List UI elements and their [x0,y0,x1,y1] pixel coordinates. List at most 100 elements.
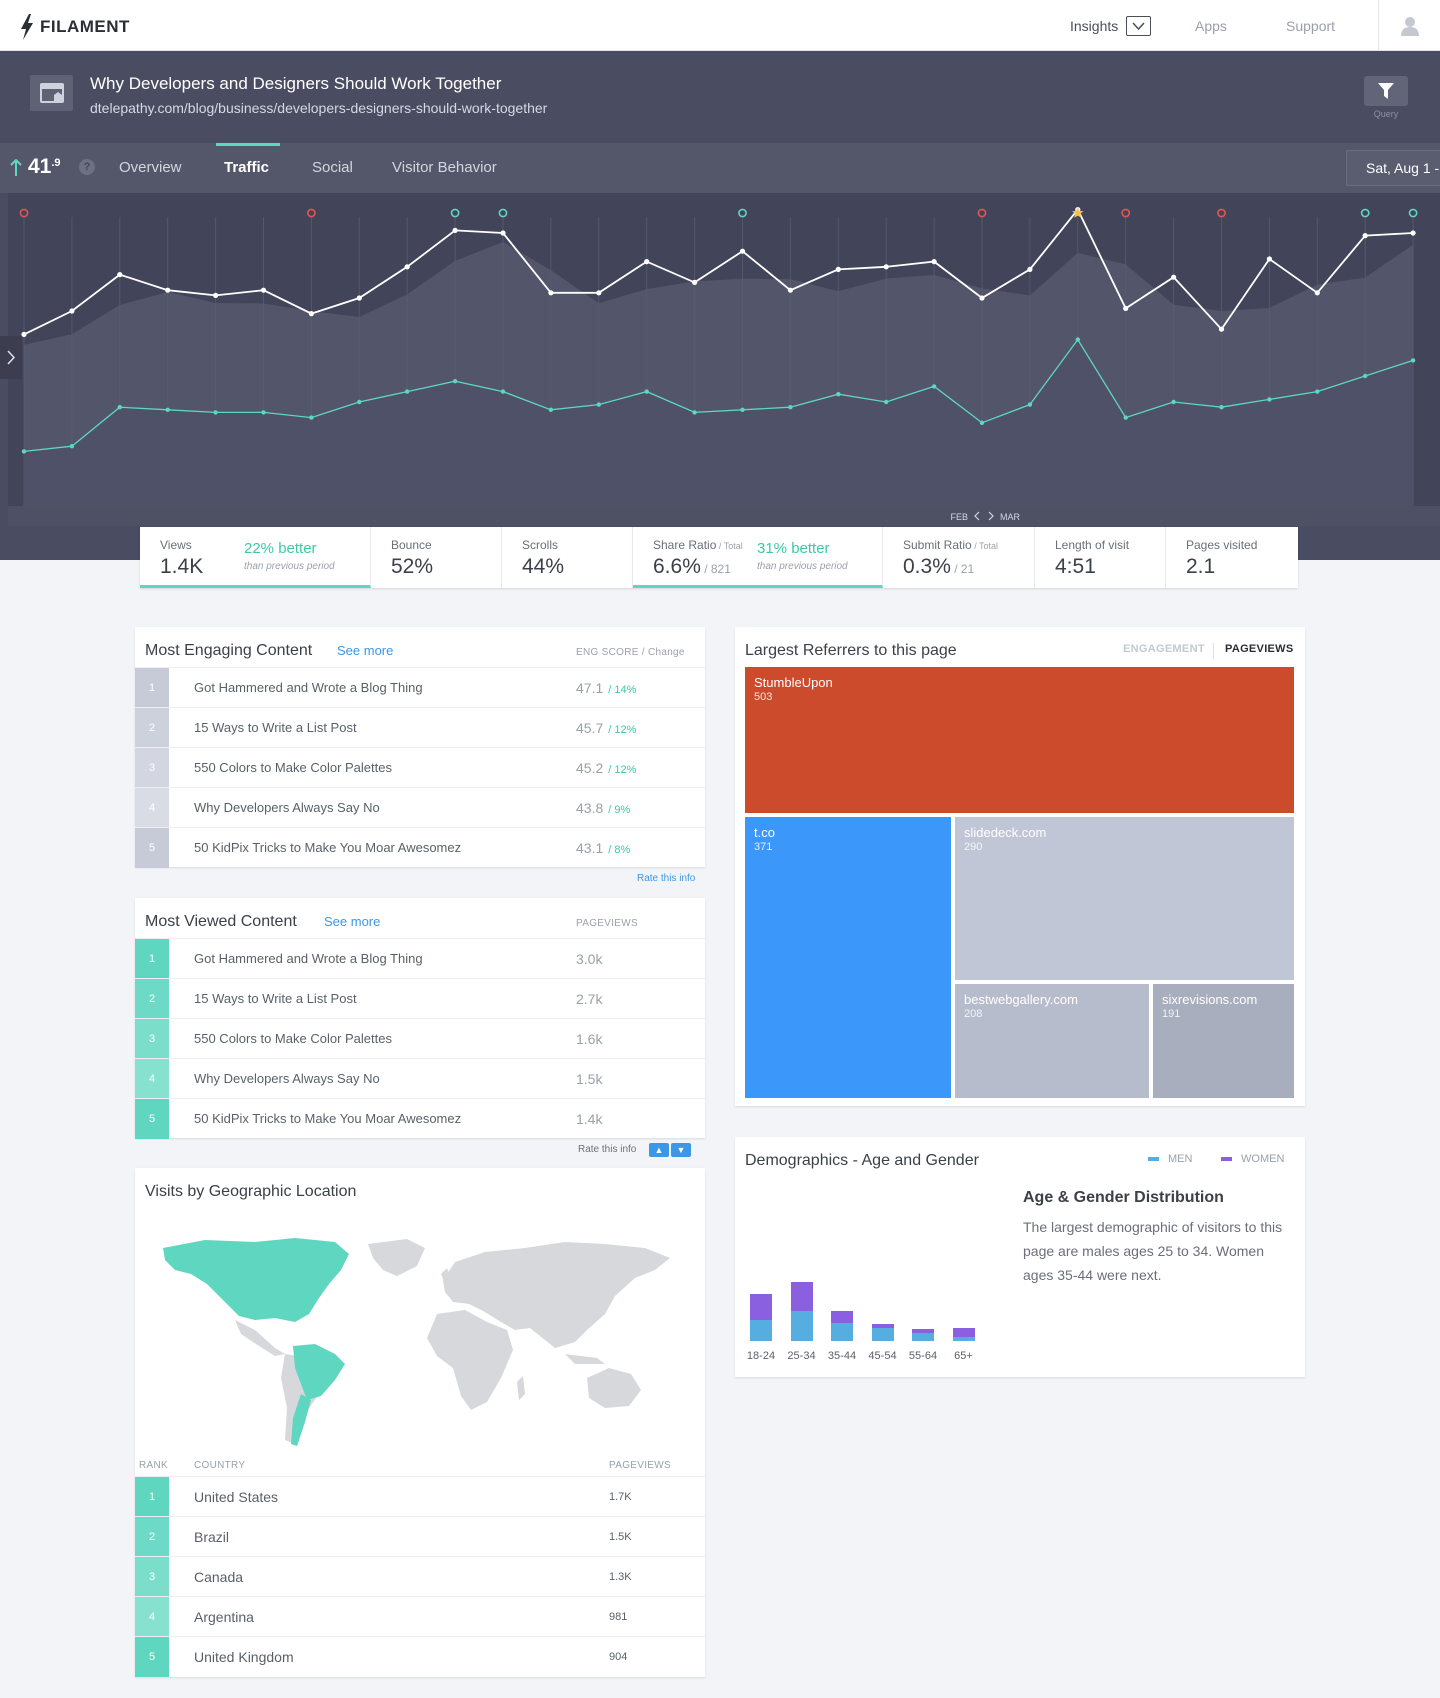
help-icon[interactable]: ? [79,159,95,175]
age-bar-women[interactable] [750,1293,772,1320]
chevron-down-icon[interactable] [1126,15,1152,36]
referrers-title: Largest Referrers to this page [745,642,957,659]
tab-overview[interactable]: Overview [119,159,182,176]
age-bar-men[interactable] [831,1322,853,1341]
age-bar-women[interactable] [831,1310,853,1323]
geo-row[interactable]: 4 Argentina 981 [135,1596,705,1637]
stat-length-of-visit[interactable]: Length of visit 4:51 [1035,527,1166,588]
row-title[interactable]: 15 Ways to Write a List Post [194,991,357,1006]
row-title[interactable]: 550 Colors to Make Color Palettes [194,760,392,775]
viewed-row[interactable]: 1 Got Hammered and Wrote a Blog Thing 3.0k [135,938,705,979]
stat-submit-ratio[interactable]: Submit Ratio / Total 0.3% / 21 [883,527,1035,588]
engaging-row[interactable]: 5 50 KidPix Tricks to Make You Moar Aweso… [135,827,705,870]
age-bar-women[interactable] [790,1281,813,1312]
nav-apps[interactable]: Apps [1195,17,1227,34]
expand-sidebar-button[interactable] [0,336,22,379]
engagement-point [1363,373,1368,379]
engaging-row[interactable]: 2 15 Ways to Write a List Post 45.7 / 12% [135,707,705,748]
stat-views-value: 1.4K [160,555,204,578]
date-range-picker[interactable]: Sat, Aug 1 - [1346,150,1440,186]
logo[interactable]: FILAMENT [20,14,130,40]
stat-submit-label-total: / Total [971,541,999,551]
brazil-shape [293,1344,345,1400]
row-views: 1.4k [576,1111,603,1127]
page-header: Why Developers and Designers Should Work… [0,51,1440,143]
engaging-rate-link[interactable]: Rate this info [637,873,696,884]
viewed-row[interactable]: 3 550 Colors to Make Color Palettes 1.6k [135,1018,705,1059]
engaging-row[interactable]: 4 Why Developers Always Say No 43.8 / 9% [135,787,705,830]
row-rank: 4 [135,788,169,828]
referrer-tile-stumbleupon[interactable]: StumbleUpon 503 [745,667,1294,813]
legend-men-label: MEN [1168,1153,1193,1165]
geo-row[interactable]: 1 United States 1.7K [135,1476,705,1517]
row-country: United States [194,1489,279,1505]
engaging-see-more-link[interactable]: See more [337,643,394,658]
stat-share-better: 31% better [757,540,830,557]
age-bar-women[interactable] [871,1323,894,1329]
avatar[interactable] [1378,0,1440,51]
engaging-row[interactable]: 3 550 Colors to Make Color Palettes 45.2 / … [135,747,705,790]
viewed-row[interactable]: 4 Why Developers Always Say No 1.5k [135,1058,705,1099]
stat-submit-label-text: Submit Ratio [903,538,972,552]
referrer-tile-tco[interactable]: t.co 371 [745,817,951,1098]
stat-bounce[interactable]: Bounce 52% [371,527,502,588]
viewed-see-more-link[interactable]: See more [324,914,381,929]
stat-share-ratio[interactable]: Share Ratio / Total 6.6% / 821 31% bette… [633,527,883,588]
stat-views[interactable]: Views 1.4K 22% better than previous peri… [140,527,371,588]
row-change: / 12% [608,724,637,736]
row-title[interactable]: 50 KidPix Tricks to Make You Moar Awesom… [194,840,462,855]
thumbs-down-icon[interactable]: ▼ [671,1143,691,1157]
row-title[interactable]: 15 Ways to Write a List Post [194,720,357,735]
age-bar-men[interactable] [952,1336,975,1341]
age-bar-men[interactable] [871,1328,894,1341]
timeline-prev-icon[interactable] [974,511,980,521]
uk-shape [441,1268,451,1284]
referrers-tab-pageviews[interactable]: PAGEVIEWS [1225,643,1294,655]
world-map [163,1238,670,1446]
row-score: 43.1 / 8% [576,828,630,870]
age-bar-women[interactable] [912,1328,934,1333]
timeline-next-icon[interactable] [988,511,994,521]
row-score: 43.8 / 9% [576,788,630,830]
stat-share-than: than previous period [757,561,848,572]
nav-insights[interactable]: Insights [1070,0,1152,51]
referrer-tile-sixrevisions[interactable]: sixrevisions.com 191 [1153,984,1294,1098]
row-title[interactable]: 50 KidPix Tricks to Make You Moar Awesom… [194,1111,462,1126]
demographics-card: Demographics - Age and Gender MEN WOMEN … [735,1137,1305,1377]
row-title[interactable]: Got Hammered and Wrote a Blog Thing [194,951,423,966]
referrer-tile-bestwebgallery[interactable]: bestwebgallery.com 208 [955,984,1149,1098]
views-point [500,230,506,236]
geo-row[interactable]: 5 United Kingdom 904 [135,1636,705,1677]
row-title[interactable]: Got Hammered and Wrote a Blog Thing [194,680,423,695]
stat-scrolls[interactable]: Scrolls 44% [502,527,633,588]
viewed-row[interactable]: 2 15 Ways to Write a List Post 2.7k [135,978,705,1019]
tab-traffic[interactable]: Traffic [224,159,270,176]
row-score: 45.2 / 12% [576,748,636,790]
age-bar-men[interactable] [750,1319,772,1341]
tab-social[interactable]: Social [312,159,353,176]
nav-support[interactable]: Support [1286,17,1336,34]
page-url[interactable]: dtelepathy.com/blog/business/developers-… [90,100,548,116]
row-title[interactable]: Why Developers Always Say No [194,1071,380,1086]
referrer-tile-slidedeck[interactable]: slidedeck.com 290 [955,817,1294,980]
row-title[interactable]: Why Developers Always Say No [194,800,380,815]
engagement-point [452,379,458,384]
geo-row[interactable]: 2 Brazil 1.5K [135,1516,705,1557]
geo-row[interactable]: 3 Canada 1.3K [135,1556,705,1597]
age-label: 55-64 [908,1350,938,1362]
age-bar-men[interactable] [912,1332,934,1341]
row-country: Argentina [194,1609,254,1625]
referrers-tab-engagement[interactable]: ENGAGEMENT [1123,643,1205,655]
views-point [979,295,985,301]
query-button[interactable] [1364,76,1408,106]
stat-share-label-total: / Total [716,541,743,551]
engaging-row[interactable]: 1 Got Hammered and Wrote a Blog Thing 47.1… [135,667,705,708]
age-bar-women[interactable] [952,1328,975,1337]
age-bar-men[interactable] [790,1311,813,1341]
tab-visitor-behavior[interactable]: Visitor Behavior [392,159,497,176]
thumbs-up-icon[interactable]: ▲ [649,1143,669,1157]
viewed-row[interactable]: 5 50 KidPix Tricks to Make You Moar Aweso… [135,1098,705,1139]
row-rank: 3 [135,748,169,788]
stat-pages-visited[interactable]: Pages visited 2.1 [1166,527,1298,588]
row-title[interactable]: 550 Colors to Make Color Palettes [194,1031,392,1046]
